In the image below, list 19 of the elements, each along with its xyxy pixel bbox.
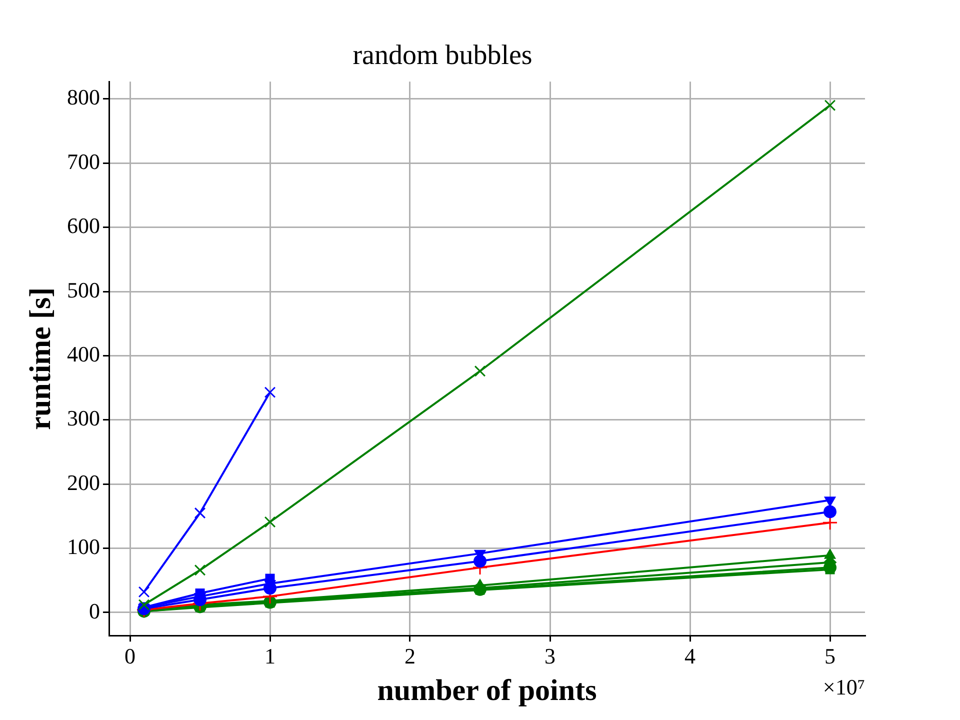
y-tick-label: 400 [67, 341, 100, 366]
y-tick-label: 700 [67, 148, 100, 174]
y-tick-label: 0 [89, 598, 100, 624]
chart-title: random bubbles [352, 40, 532, 72]
x-tick-label: 5 [824, 644, 836, 669]
text: ×10⁷ [822, 674, 865, 700]
y-axis-title: runtime [s] [24, 287, 57, 430]
y-tick-label: 500 [67, 277, 100, 302]
y-tick-label: 100 [67, 534, 100, 560]
x-tick-label: 1 [264, 644, 276, 669]
y-tick-label: 600 [67, 213, 100, 238]
x-axis-title: number of points [377, 674, 597, 707]
x-tick-label: 3 [544, 644, 556, 669]
x-tick-label: 4 [684, 644, 696, 669]
y-tick-label: 800 [67, 84, 100, 110]
x-tick-label: 2 [404, 644, 416, 669]
y-tick-label: 200 [67, 470, 100, 495]
x-tick-label: 0 [124, 644, 136, 669]
y-tick-label: 300 [67, 406, 100, 431]
